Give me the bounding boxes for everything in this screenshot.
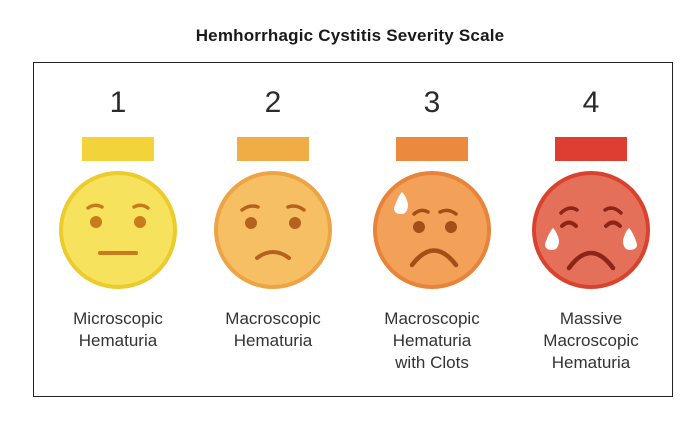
grade-4: 4 Massive Macroscopic Hematuria (511, 62, 671, 397)
severity-color-bar (396, 137, 468, 161)
grade-label: Massive Macroscopic Hematuria (543, 309, 639, 372)
tear-left-icon (545, 228, 559, 250)
severity-color-bar (82, 137, 154, 161)
tear-right-icon (623, 228, 637, 250)
slight-frown-face-icon (214, 171, 332, 289)
grade-3: 3 Macroscopic Hematuria with Clots (352, 62, 512, 397)
grade-label: Macroscopic Hematuria with Clots (384, 309, 480, 372)
grade-2: 2 Macroscopic Hematuria (193, 62, 353, 397)
scale-frame (33, 62, 673, 397)
grade-1: 1 Microscopic Hematuria (38, 62, 198, 397)
grade-label: Macroscopic Hematuria (225, 309, 321, 350)
frown-sweat-face-icon (373, 171, 491, 289)
neutral-face-icon (59, 171, 177, 289)
grade-label: Microscopic Hematuria (73, 309, 163, 350)
grade-number: 4 (582, 86, 600, 119)
sweat-drop-icon (394, 192, 408, 214)
grade-number: 3 (423, 86, 441, 119)
crying-face-icon (532, 171, 650, 289)
severity-color-bar (555, 137, 627, 161)
severity-color-bar (237, 137, 309, 161)
grade-number: 2 (264, 86, 282, 119)
scale-title: Hemhorrhagic Cystitis Severity Scale (195, 26, 505, 45)
grade-number: 1 (109, 86, 127, 119)
